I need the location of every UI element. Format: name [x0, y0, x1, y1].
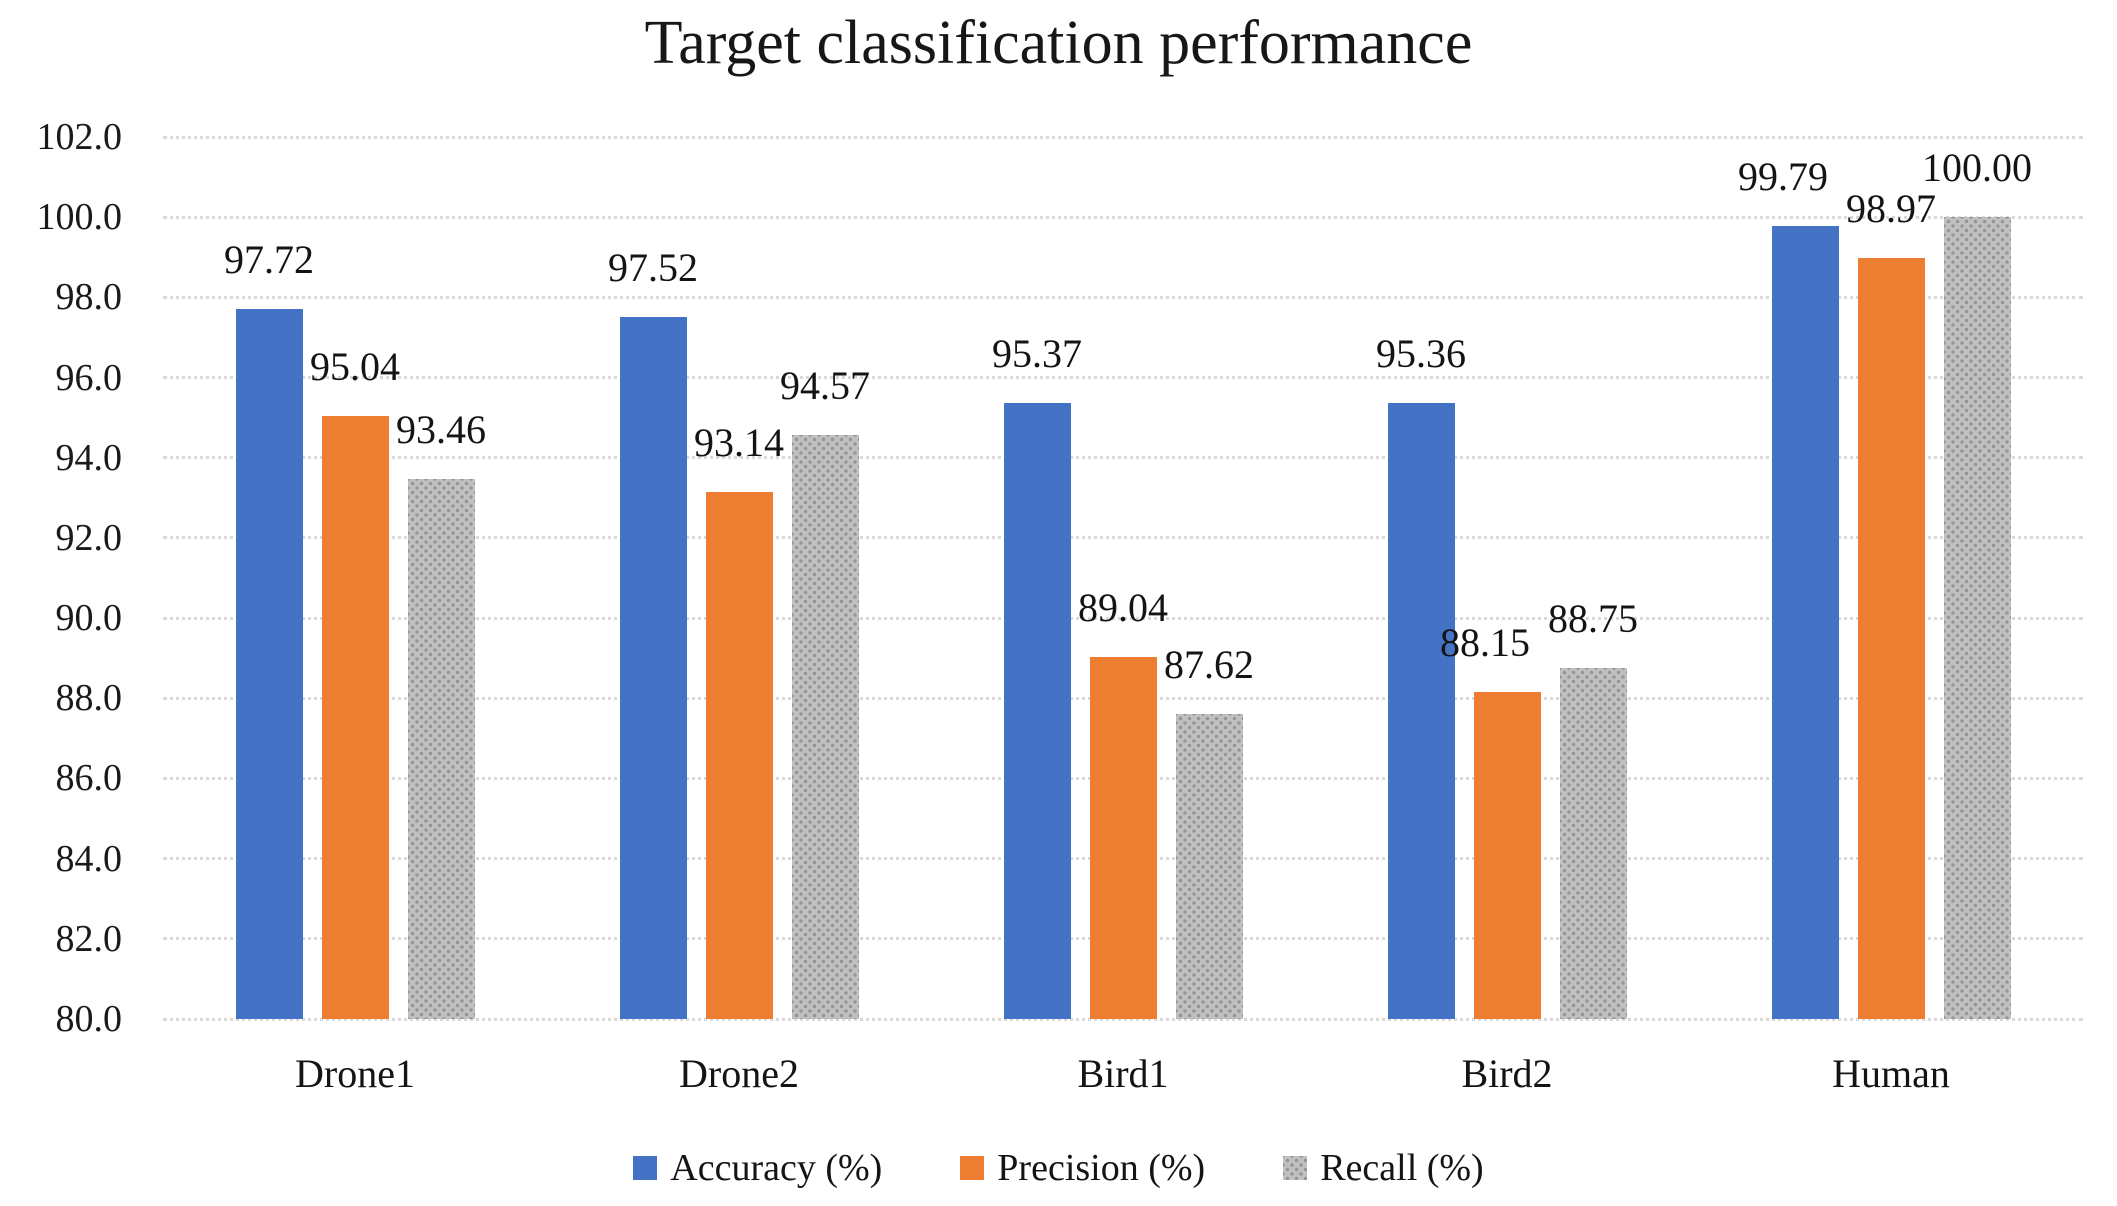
y-axis-tick-label: 84.0: [55, 837, 123, 880]
legend-swatch-precision-icon: [960, 1156, 985, 1180]
value-label: 94.57: [780, 362, 870, 408]
gridline: [163, 536, 2083, 540]
x-axis-category-label: Human: [1832, 1051, 1950, 1096]
value-label: 93.46: [396, 407, 486, 453]
bar-recall: [407, 479, 475, 1019]
bar-accuracy: [1003, 402, 1071, 1019]
legend: Accuracy (%) Precision (%) Recall (%): [0, 1138, 2117, 1198]
y-axis-tick-label: 100.0: [36, 196, 123, 239]
gridline: [163, 616, 2083, 620]
gridline: [163, 135, 2083, 139]
value-label: 88.75: [1548, 596, 1638, 642]
bar-recall: [1559, 668, 1627, 1019]
y-axis-tick-label: 90.0: [55, 597, 123, 640]
y-axis-tick-label: 92.0: [55, 516, 123, 559]
bar-precision: [1473, 692, 1541, 1019]
legend-item-precision: Precision (%): [960, 1144, 1205, 1192]
x-axis-category-label: Bird2: [1461, 1051, 1553, 1096]
value-label: 87.62: [1164, 641, 1254, 687]
bar-accuracy: [1387, 403, 1455, 1019]
gridline: [163, 456, 2083, 460]
y-axis-tick-label: 82.0: [55, 917, 123, 960]
chart-title: Target classification performance: [644, 9, 1473, 77]
value-label: 100.00: [1922, 145, 2032, 191]
gridline: [163, 1017, 2083, 1021]
bar-recall: [791, 434, 859, 1019]
value-label: 97.72: [224, 236, 314, 282]
y-axis-tick-label: 96.0: [55, 356, 123, 399]
legend-label: Recall (%): [1320, 1147, 1484, 1189]
bar-accuracy: [235, 308, 303, 1019]
value-label: 95.04: [310, 344, 400, 390]
legend-item-recall: Recall (%): [1283, 1144, 1484, 1192]
x-axis-category-label: Drone1: [295, 1051, 415, 1096]
bar-recall: [1175, 713, 1243, 1019]
legend-swatch-recall-icon: [1283, 1156, 1308, 1180]
value-label: 89.04: [1078, 584, 1168, 630]
value-label: 98.97: [1846, 186, 1936, 232]
value-label: 97.52: [608, 244, 698, 290]
x-axis-category-label: Drone2: [679, 1051, 799, 1096]
value-label: 88.15: [1440, 620, 1530, 666]
bar-accuracy: [619, 316, 687, 1019]
value-label: 95.36: [1376, 331, 1466, 377]
bar-precision: [1857, 258, 1925, 1019]
y-axis-tick-label: 102.0: [36, 116, 123, 158]
legend-label: Accuracy (%): [670, 1147, 883, 1189]
y-axis-tick-label: 80.0: [55, 998, 123, 1040]
y-axis-tick-label: 98.0: [55, 276, 123, 319]
bar-accuracy: [1771, 225, 1839, 1019]
y-axis-tick-label: 88.0: [55, 677, 123, 720]
bar-recall: [1943, 217, 2011, 1019]
legend-swatch-accuracy-icon: [633, 1156, 658, 1180]
gridline: [163, 215, 2083, 219]
value-label: 95.37: [992, 330, 1082, 376]
y-axis-tick-label: 86.0: [55, 757, 123, 800]
gridline: [163, 376, 2083, 380]
y-axis-tick-label: 94.0: [55, 436, 123, 479]
value-label: 99.79: [1738, 153, 1828, 199]
bar-precision: [321, 416, 389, 1019]
legend-label: Precision (%): [997, 1147, 1206, 1189]
bar-precision: [1089, 656, 1157, 1019]
gridline: [163, 295, 2083, 299]
x-axis-category-label: Bird1: [1077, 1051, 1169, 1096]
value-label: 93.14: [694, 420, 784, 466]
bar-precision: [705, 492, 773, 1019]
legend-item-accuracy: Accuracy (%): [633, 1144, 882, 1192]
